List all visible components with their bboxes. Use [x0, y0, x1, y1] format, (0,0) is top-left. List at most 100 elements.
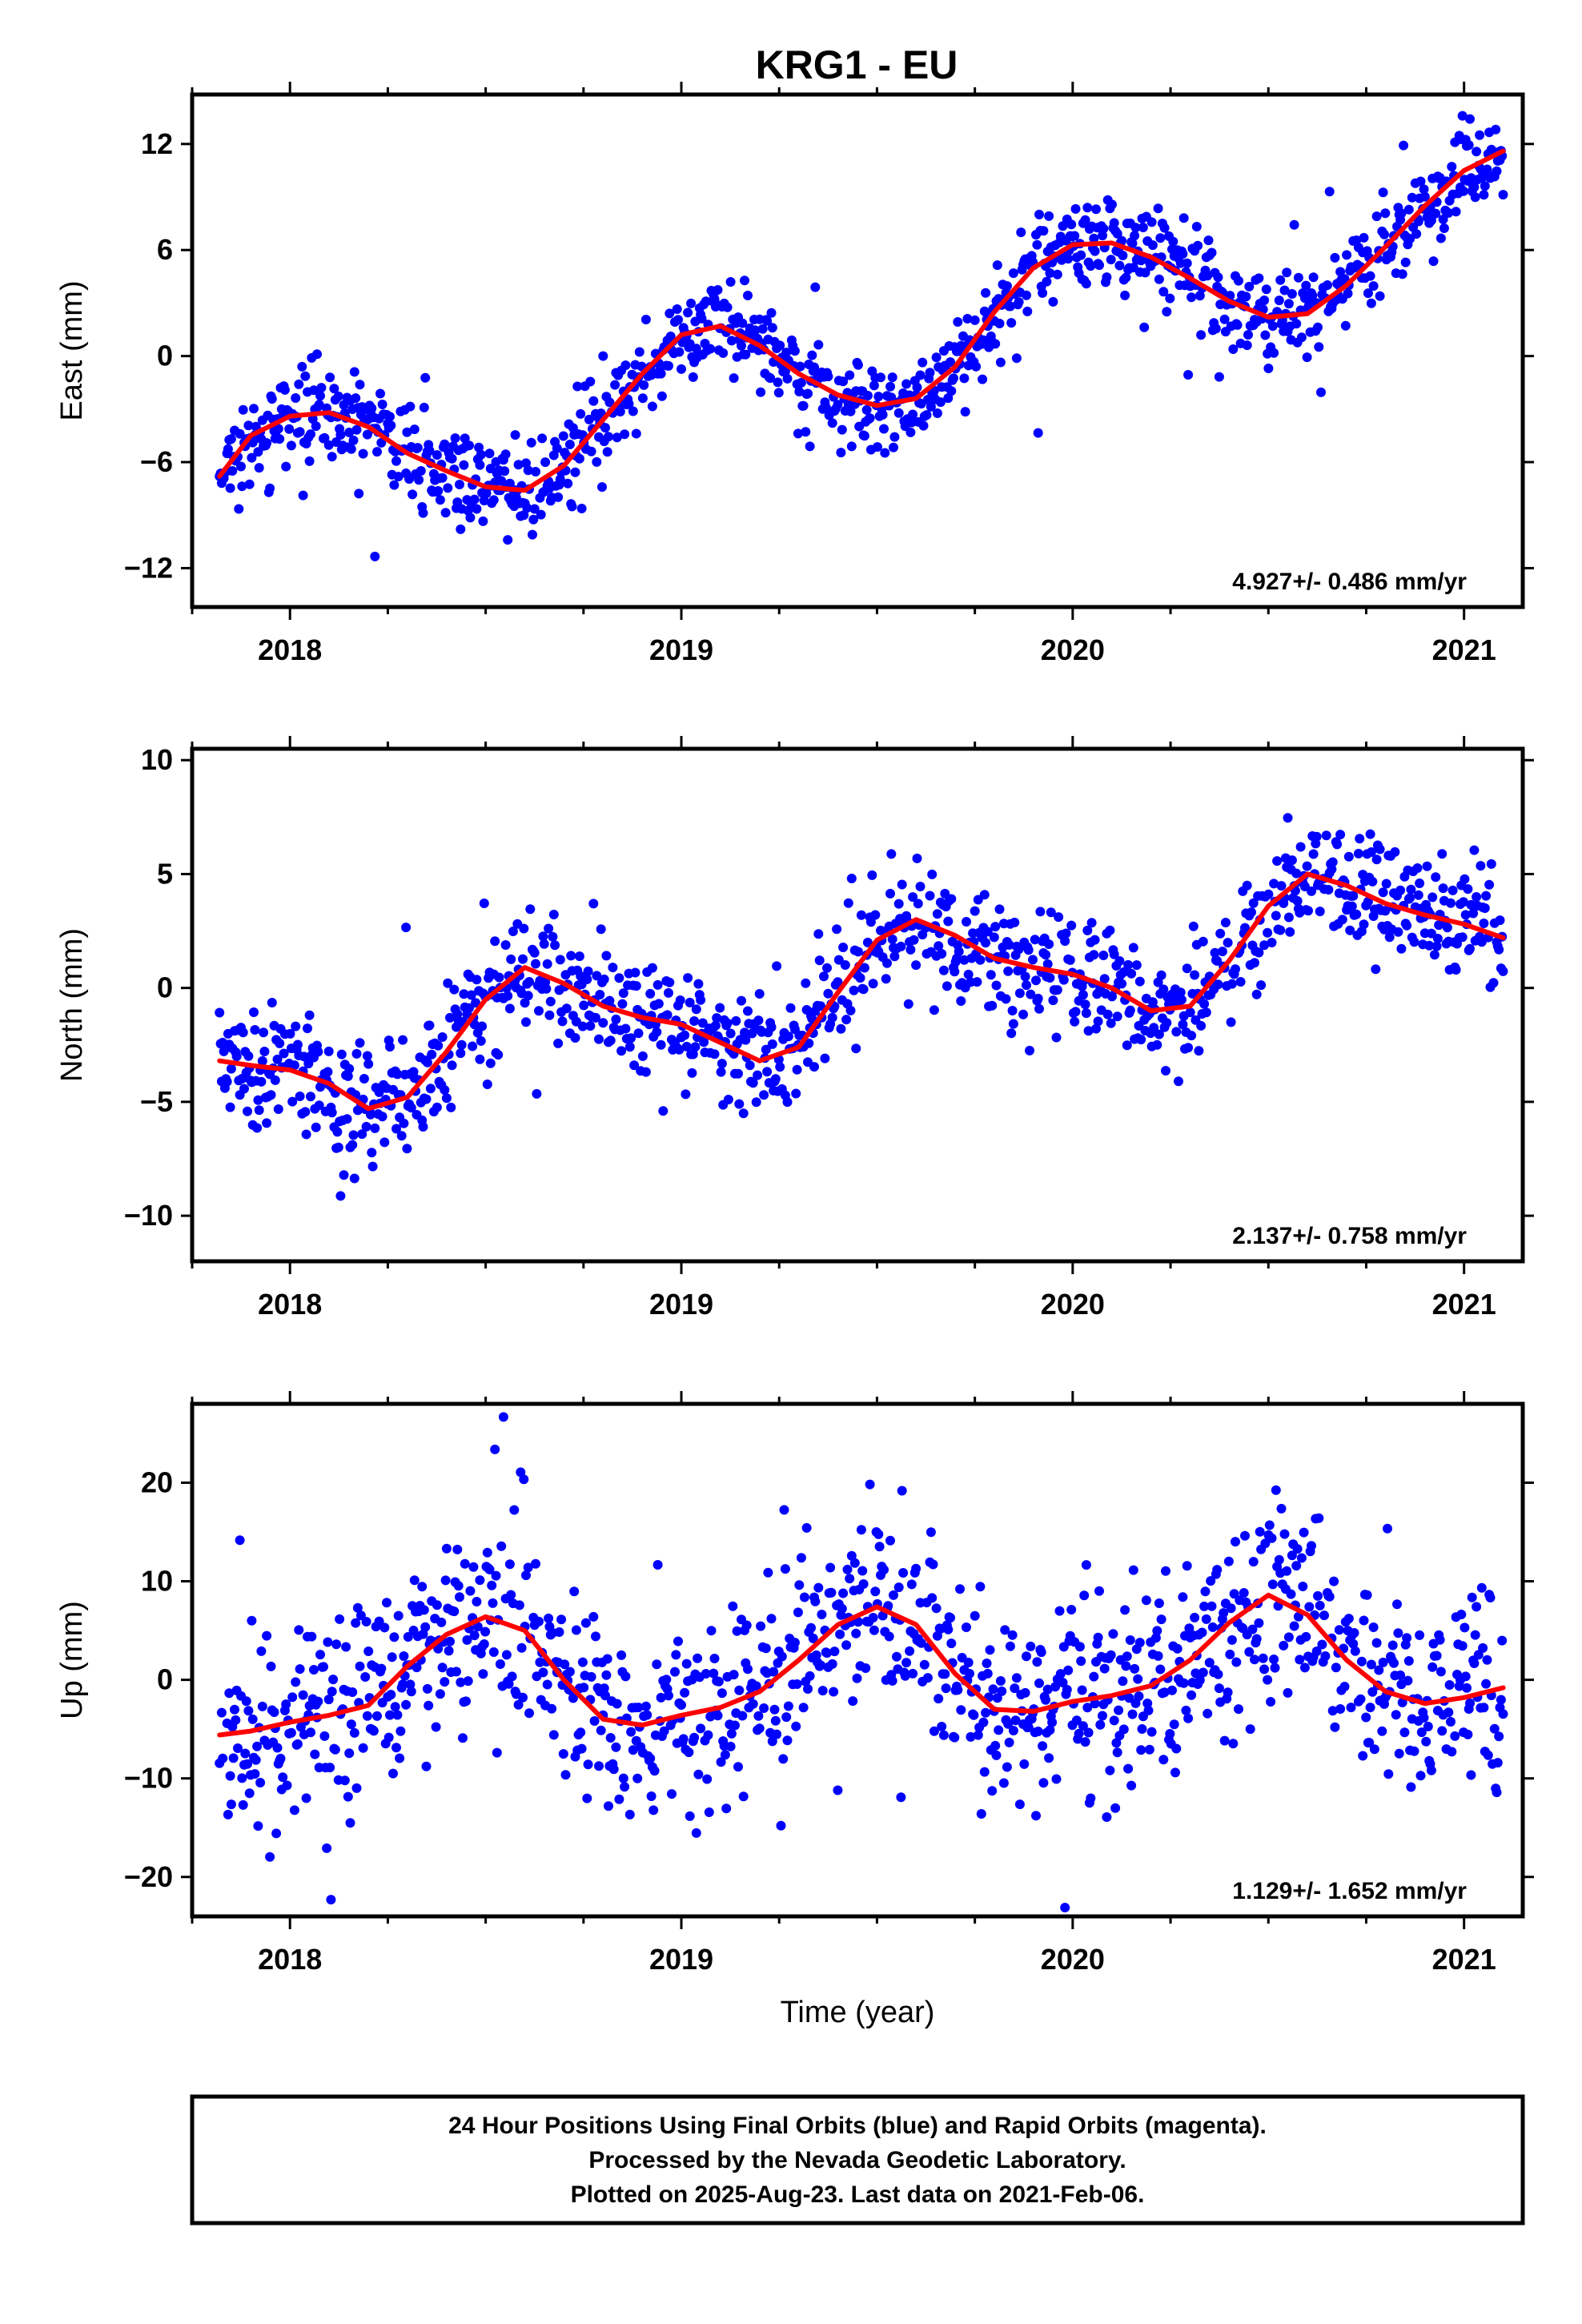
- data-point: [315, 391, 325, 401]
- data-point: [417, 1582, 428, 1592]
- data-point: [1183, 1043, 1194, 1053]
- data-point: [605, 1035, 616, 1046]
- data-point: [1289, 219, 1299, 230]
- data-point: [713, 1711, 723, 1721]
- data-point: [478, 516, 488, 526]
- data-point: [1203, 235, 1214, 246]
- data-point: [990, 1740, 1001, 1751]
- data-point: [896, 1792, 906, 1803]
- data-point: [811, 1650, 821, 1660]
- data-point: [1323, 885, 1334, 895]
- data-point: [247, 1615, 257, 1626]
- data-point: [1170, 1767, 1180, 1778]
- data-point: [840, 1354, 849, 1364]
- data-point: [743, 1664, 753, 1675]
- y-tick-label: −20: [124, 1860, 173, 1893]
- data-point: [608, 963, 618, 973]
- data-point: [874, 1542, 885, 1552]
- data-point: [769, 1667, 779, 1677]
- data-point: [978, 374, 988, 384]
- data-point: [1335, 267, 1346, 277]
- data-point: [1406, 1782, 1416, 1792]
- data-point: [686, 298, 697, 308]
- data-point: [979, 890, 990, 900]
- data-point: [680, 1030, 690, 1040]
- data-point: [753, 1015, 764, 1026]
- data-point: [898, 1568, 909, 1578]
- data-point: [1422, 861, 1432, 871]
- data-point: [1470, 1630, 1480, 1640]
- data-point: [791, 1721, 801, 1731]
- data-point: [1287, 289, 1297, 299]
- data-point: [449, 1606, 460, 1617]
- data-point: [813, 1582, 824, 1593]
- data-point: [1091, 1023, 1101, 1034]
- data-point: [729, 1670, 739, 1680]
- data-point: [598, 1018, 608, 1028]
- data-point: [1128, 1565, 1138, 1575]
- data-point: [1349, 1628, 1359, 1638]
- data-point: [585, 1021, 596, 1031]
- data-point: [720, 1750, 730, 1760]
- data-point: [1140, 267, 1150, 278]
- data-point: [255, 1778, 266, 1787]
- data-point: [419, 1605, 429, 1615]
- data-point: [640, 315, 651, 324]
- data-point: [576, 408, 586, 419]
- data-point: [368, 1726, 379, 1736]
- data-point: [462, 1634, 472, 1645]
- data-point: [360, 1672, 371, 1682]
- data-point: [1426, 215, 1436, 226]
- data-point: [1427, 892, 1438, 903]
- data-point: [431, 1722, 441, 1732]
- data-point: [579, 1000, 589, 1011]
- data-point: [937, 949, 947, 959]
- data-point: [846, 874, 857, 883]
- data-point: [1047, 1717, 1058, 1727]
- data-point: [1464, 140, 1474, 151]
- data-point: [680, 1687, 690, 1698]
- data-point: [580, 1618, 591, 1628]
- data-point: [335, 1614, 345, 1624]
- data-point: [1081, 1008, 1091, 1019]
- data-point: [1343, 851, 1354, 862]
- y-tick-label: 20: [141, 1466, 173, 1498]
- data-point: [385, 1042, 395, 1052]
- data-point: [624, 1042, 635, 1052]
- data-point: [1134, 1638, 1145, 1648]
- data-point: [1183, 1713, 1194, 1723]
- data-point: [230, 1704, 239, 1715]
- data-point: [528, 514, 539, 525]
- data-point: [1442, 923, 1452, 933]
- data-point: [1152, 1626, 1162, 1636]
- data-point: [405, 401, 416, 412]
- data-point: [1359, 1615, 1369, 1626]
- data-point: [1182, 1561, 1192, 1571]
- rate-label: 2.137+/- 0.758 mm/yr: [1232, 1223, 1467, 1249]
- data-point: [1367, 876, 1378, 887]
- data-point: [1161, 1066, 1170, 1076]
- data-point: [1289, 1621, 1299, 1631]
- data-point: [224, 1688, 235, 1699]
- data-point: [460, 1558, 470, 1569]
- data-point: [452, 1667, 461, 1677]
- data-point: [226, 1063, 236, 1074]
- data-point: [685, 1811, 695, 1821]
- data-point: [1122, 1040, 1132, 1051]
- data-point: [445, 1012, 455, 1023]
- data-point: [1381, 879, 1391, 889]
- data-point: [1045, 1725, 1055, 1735]
- data-point: [301, 1129, 311, 1140]
- data-point: [946, 1638, 957, 1649]
- data-point: [1287, 1550, 1297, 1561]
- data-point: [652, 1659, 662, 1670]
- data-point: [796, 377, 806, 388]
- data-point: [490, 936, 500, 947]
- data-point: [458, 1733, 468, 1743]
- data-point: [424, 1700, 434, 1711]
- data-point: [1217, 947, 1227, 957]
- data-point: [838, 376, 849, 387]
- data-point: [465, 513, 476, 523]
- data-point: [865, 413, 875, 424]
